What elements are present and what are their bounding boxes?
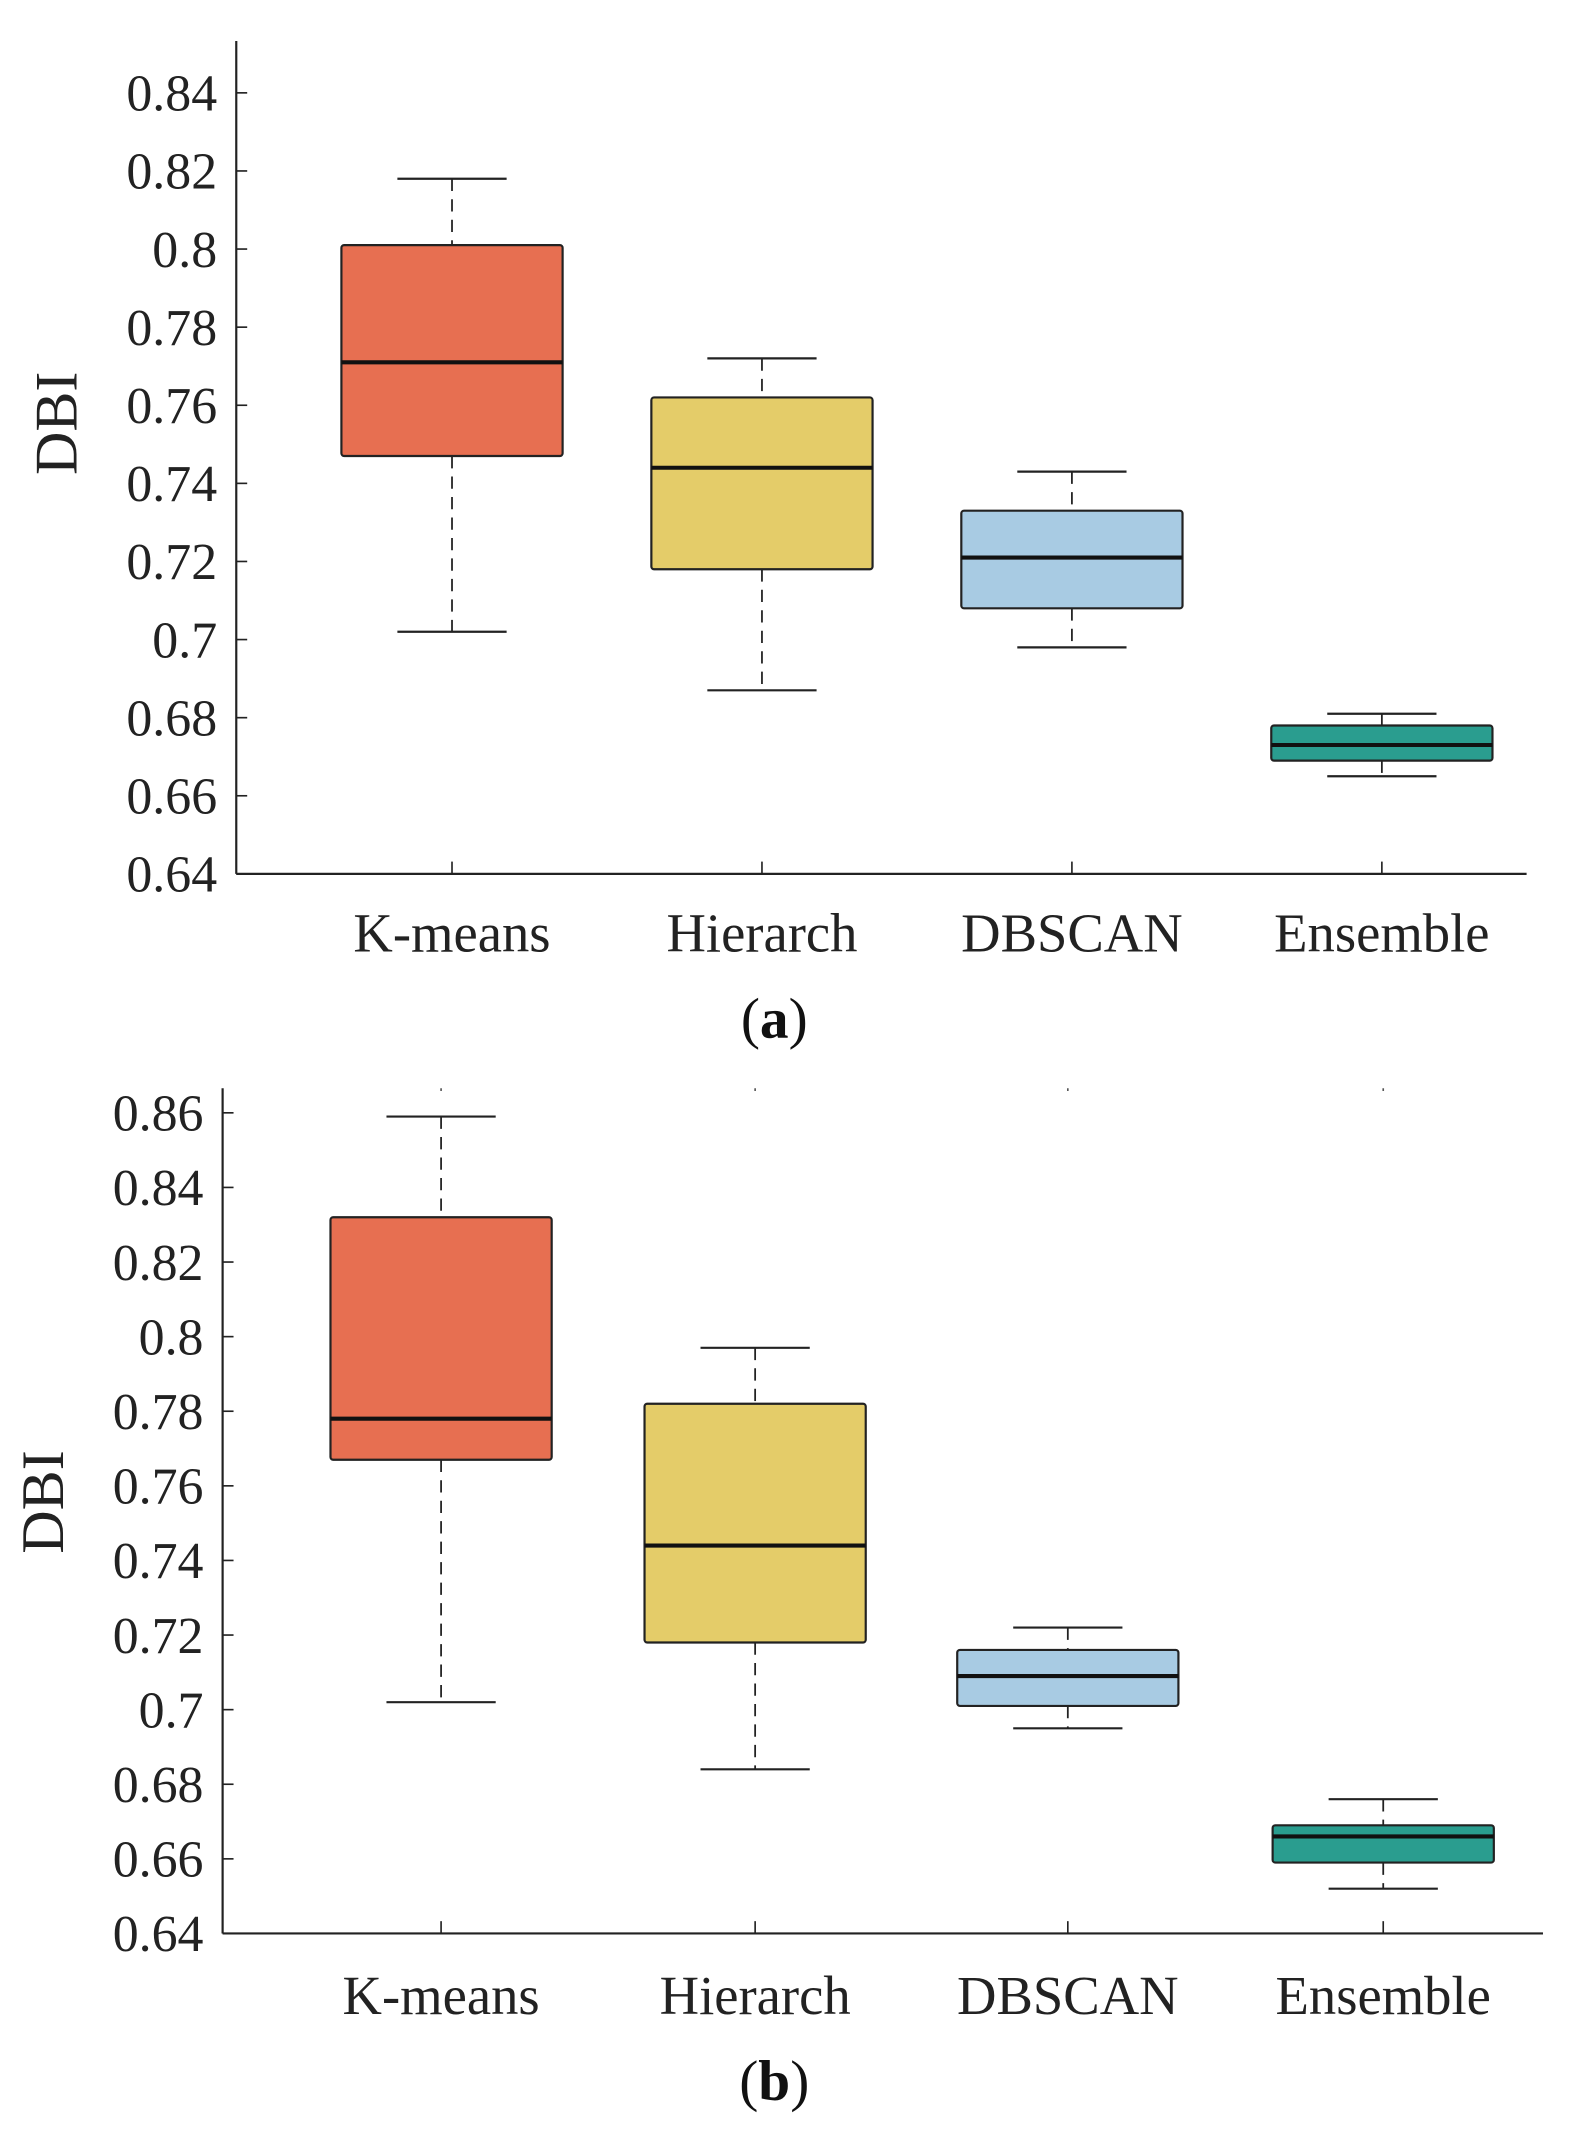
y-tick-label: 0.68 [113, 1757, 204, 1814]
x-tick-label: Hierarch [666, 903, 857, 964]
box-dbscan: DBSCAN [960, 470, 1184, 964]
y-tick-label: 0.7 [152, 612, 217, 669]
x-tick-label: DBSCAN [961, 903, 1183, 964]
box-hierarch: Hierarch [643, 1088, 867, 2026]
y-tick-label: 0.84 [113, 1160, 204, 1217]
x-tick-label: DBSCAN [957, 1965, 1179, 2026]
iqr-box [329, 1216, 553, 1461]
box-dbscan: DBSCAN [956, 1088, 1180, 2026]
x-tick-label: K-means [343, 1965, 540, 2026]
y-tick-label: 0.7 [139, 1682, 204, 1739]
box-hierarch: Hierarch [650, 357, 874, 964]
y-tick-label: 0.74 [113, 1533, 204, 1590]
y-tick-label: 0.78 [113, 1384, 204, 1441]
y-tick-label: 0.72 [126, 534, 217, 591]
y-tick-label: 0.74 [126, 456, 217, 513]
y-tick-label: 0.68 [126, 690, 217, 747]
panel-letter: b [758, 2050, 790, 2113]
y-tick-label: 0.8 [152, 222, 217, 279]
iqr-box [340, 244, 564, 458]
y-tick-label: 0.84 [126, 66, 217, 123]
y-axis-label: DBI [23, 372, 90, 475]
box-ensemble: Ensemble [1271, 1088, 1495, 2026]
y-tick-label: 0.78 [126, 300, 217, 357]
y-tick-label: 0.66 [113, 1832, 204, 1889]
iqr-box [650, 396, 874, 571]
y-axis-label: DBI [9, 1450, 76, 1553]
y-tick-label: 0.76 [113, 1459, 204, 1516]
panel-letter: a [760, 988, 789, 1051]
y-tick-label: 0.8 [139, 1309, 204, 1366]
y-tick-label: 0.76 [126, 378, 217, 435]
iqr-box [1271, 1824, 1495, 1864]
box-ensemble: Ensemble [1270, 712, 1494, 964]
y-tick-label: 0.72 [113, 1608, 204, 1665]
box-k-means: K-means [340, 177, 564, 964]
panel-caption: (a) [741, 988, 808, 1051]
x-tick-label: Hierarch [660, 1965, 851, 2026]
x-tick-label: K-means [353, 903, 550, 964]
y-tick-label: 0.86 [113, 1086, 204, 1143]
y-tick-label: 0.82 [126, 144, 217, 201]
box-k-means: K-means [329, 1088, 553, 2026]
panel-caption: (b) [739, 2050, 809, 2113]
y-tick-label: 0.64 [126, 847, 217, 904]
panel-b: 0.64 0.66 0.68 0.7 0.72 0.74 0.76 0.78 0.8 0.82 0.… [9, 1086, 1543, 2113]
x-tick-label: Ensemble [1274, 903, 1489, 964]
panel-a: 0.64 0.66 0.68 0.7 0.72 0.74 0.76 0.78 0.8 0.82 0.… [23, 40, 1527, 1051]
x-tick-label: Ensemble [1276, 1965, 1491, 2026]
y-tick-label: 0.82 [113, 1235, 204, 1292]
y-tick-label: 0.66 [126, 769, 217, 826]
y-tick-label: 0.64 [113, 1906, 204, 1963]
iqr-box [643, 1402, 867, 1644]
